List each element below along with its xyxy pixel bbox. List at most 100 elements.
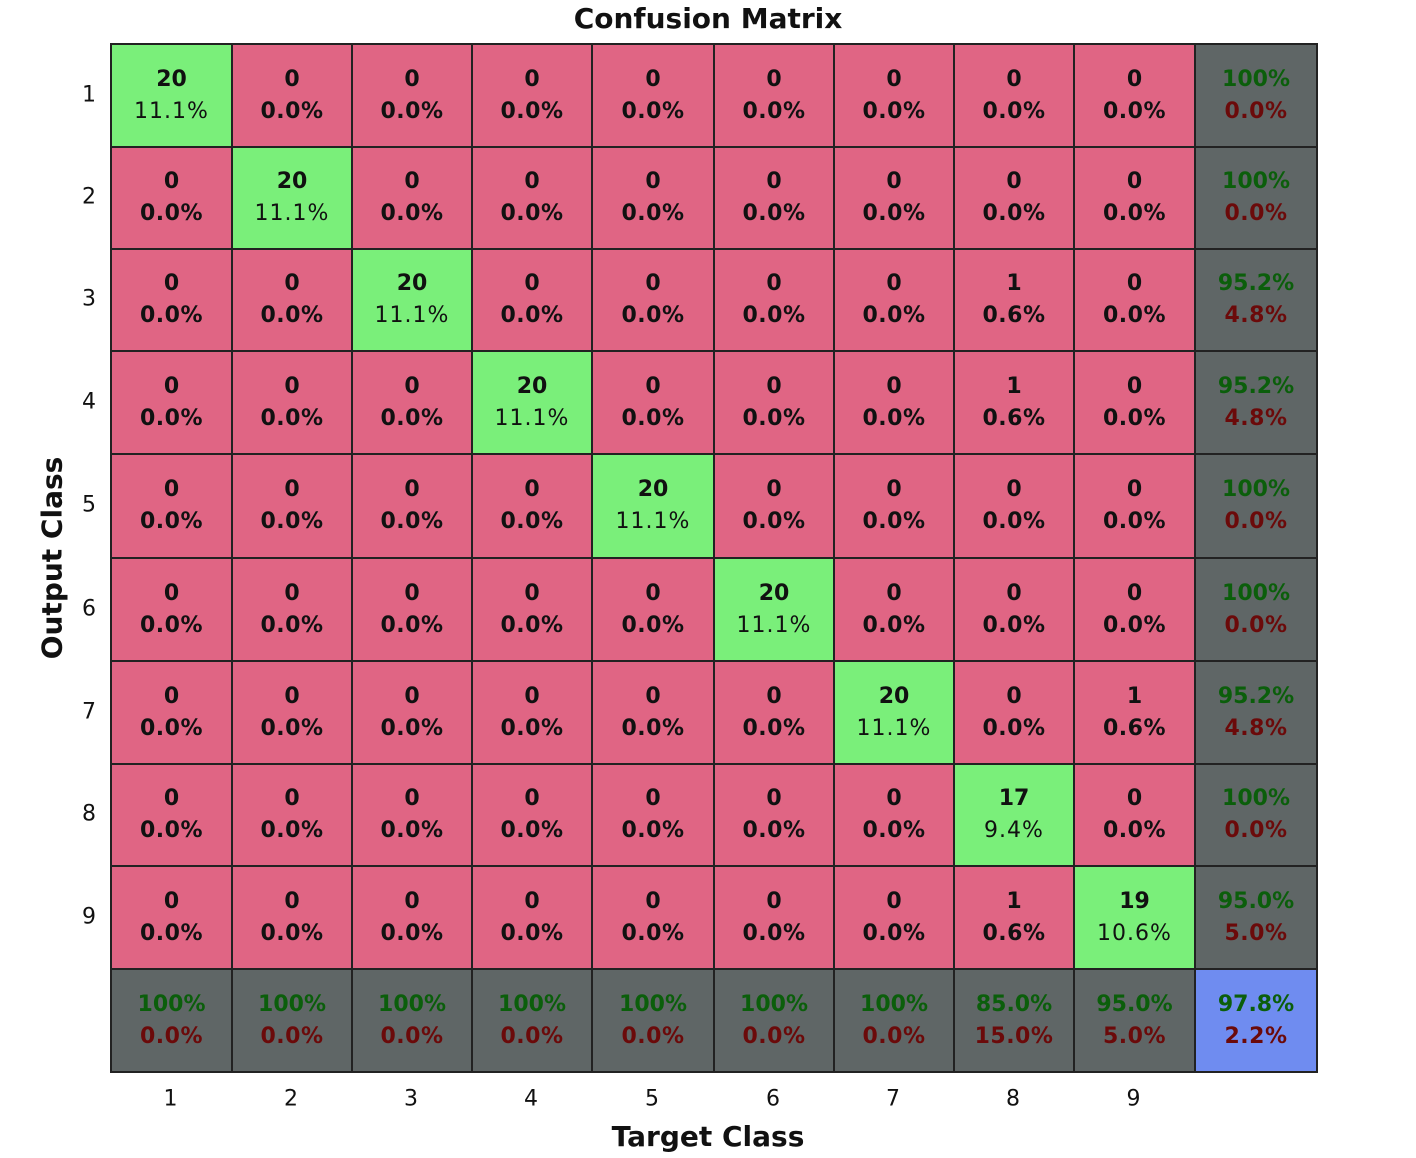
cell-primary-value: 0 [645,169,661,194]
cell-secondary-value: 0.0% [1224,612,1288,638]
cell-secondary-value: 0.0% [500,509,564,534]
matrix-cell: 0 0.0% [591,763,715,867]
matrix-cell: 19 10.6% [1073,865,1196,970]
cell-primary-value: 100% [860,991,928,1017]
matrix-cell: 0 0.0% [713,763,835,867]
column-summary-cell: 100% 0.0% [713,968,835,1073]
cell-secondary-value: 0.0% [380,201,444,226]
cell-secondary-value: 0.0% [621,201,685,226]
cell-secondary-value: 0.0% [139,405,203,431]
y-tick-label: 9 [82,904,96,929]
cell-primary-value: 0 [284,477,300,502]
cell-secondary-value: 0.0% [500,98,564,124]
cell-primary-value: 0 [886,580,902,606]
cell-secondary-value: 0.0% [982,715,1046,741]
chart-title: Confusion Matrix [573,2,843,35]
matrix-cell: 0 0.0% [591,350,715,455]
cell-secondary-value: 0.0% [621,818,685,843]
column-summary-cell: 95.0% 5.0% [1073,968,1196,1073]
cell-primary-value: 0 [645,373,661,399]
cell-secondary-value: 0.0% [139,1023,203,1049]
cell-secondary-value: 0.0% [380,612,444,638]
x-tick-label: 3 [404,1086,418,1112]
cell-primary-value: 0 [645,271,661,296]
cell-secondary-value: 0.0% [862,98,926,124]
cell-secondary-value: 0.0% [742,303,806,328]
matrix-cell: 1 0.6% [953,865,1075,970]
cell-primary-value: 0 [886,271,902,296]
matrix-cell: 0 0.0% [110,350,233,455]
y-tick-label: 8 [82,801,96,827]
cell-secondary-value: 0.0% [260,98,324,124]
cell-secondary-value: 11.1% [615,509,691,534]
cell-primary-value: 0 [284,888,300,914]
cell-primary-value: 0 [886,786,902,811]
cell-primary-value: 0 [163,169,180,194]
matrix-cell: 0 0.0% [471,248,593,352]
cell-secondary-value: 0.0% [982,509,1046,534]
cell-secondary-value: 0.0% [500,303,564,328]
cell-secondary-value: 0.0% [621,715,685,741]
cell-secondary-value: 5.0% [1102,1023,1166,1049]
x-tick-label: 7 [886,1086,900,1112]
cell-secondary-value: 4.8% [1224,715,1288,741]
matrix-cell: 0 0.0% [591,248,715,352]
cell-primary-value: 0 [645,888,661,914]
matrix-cell: 20 11.1% [471,350,593,455]
cell-secondary-value: 0.0% [621,920,685,946]
cell-secondary-value: 0.0% [260,818,324,843]
cell-primary-value: 95.2% [1217,271,1295,296]
matrix-cell: 0 0.0% [110,660,233,765]
cell-secondary-value: 0.0% [862,1023,926,1049]
cell-primary-value: 0 [766,477,782,502]
cell-primary-value: 0 [886,169,902,194]
cell-primary-value: 100% [1222,66,1290,92]
matrix-cell: 0 0.0% [471,146,593,250]
matrix-cell: 0 0.0% [351,660,473,765]
cell-primary-value: 0 [163,477,180,502]
cell-primary-value: 0 [284,580,300,606]
cell-secondary-value: 0.0% [621,612,685,638]
x-tick-label: 4 [524,1086,538,1112]
matrix-cell: 0 0.0% [833,453,955,559]
cell-secondary-value: 0.6% [982,405,1046,431]
cell-secondary-value: 0.0% [260,509,324,534]
cell-primary-value: 0 [404,580,420,606]
cell-primary-value: 0 [1126,373,1143,399]
matrix-cell: 0 0.0% [1073,557,1196,662]
matrix-cell: 0 0.0% [351,453,473,559]
cell-primary-value: 0 [163,580,180,606]
cell-secondary-value: 0.0% [1102,818,1166,843]
cell-primary-value: 0 [163,888,180,914]
cell-secondary-value: 0.0% [139,303,203,328]
cell-primary-value: 0 [766,888,782,914]
cell-secondary-value: 0.0% [742,920,806,946]
matrix-cell: 1 0.6% [953,248,1075,352]
cell-secondary-value: 0.0% [862,303,926,328]
cell-primary-value: 0 [886,477,902,502]
cell-primary-value: 0 [1126,169,1143,194]
cell-secondary-value: 0.0% [500,920,564,946]
cell-secondary-value: 0.0% [982,612,1046,638]
cell-secondary-value: 0.0% [139,612,203,638]
cell-primary-value: 1 [1126,683,1143,709]
cell-primary-value: 0 [1126,477,1143,502]
column-summary-cell: 100% 0.0% [833,968,955,1073]
cell-secondary-value: 0.0% [742,98,806,124]
cell-secondary-value: 2.2% [1224,1023,1288,1049]
cell-primary-value: 100% [619,991,687,1017]
cell-secondary-value: 0.0% [742,509,806,534]
matrix-cell: 0 0.0% [953,43,1075,148]
cell-primary-value: 20 [516,373,548,399]
cell-primary-value: 100% [498,991,566,1017]
cell-primary-value: 0 [1006,683,1022,709]
matrix-cell: 17 9.4% [953,763,1075,867]
cell-primary-value: 0 [524,683,540,709]
matrix-cell: 0 0.0% [833,557,955,662]
cell-secondary-value: 0.6% [982,303,1046,328]
cell-secondary-value: 0.0% [139,715,203,741]
matrix-cell: 0 0.0% [591,660,715,765]
cell-primary-value: 0 [1006,66,1022,92]
cell-primary-value: 0 [163,786,180,811]
matrix-cell: 0 0.0% [1073,248,1196,352]
